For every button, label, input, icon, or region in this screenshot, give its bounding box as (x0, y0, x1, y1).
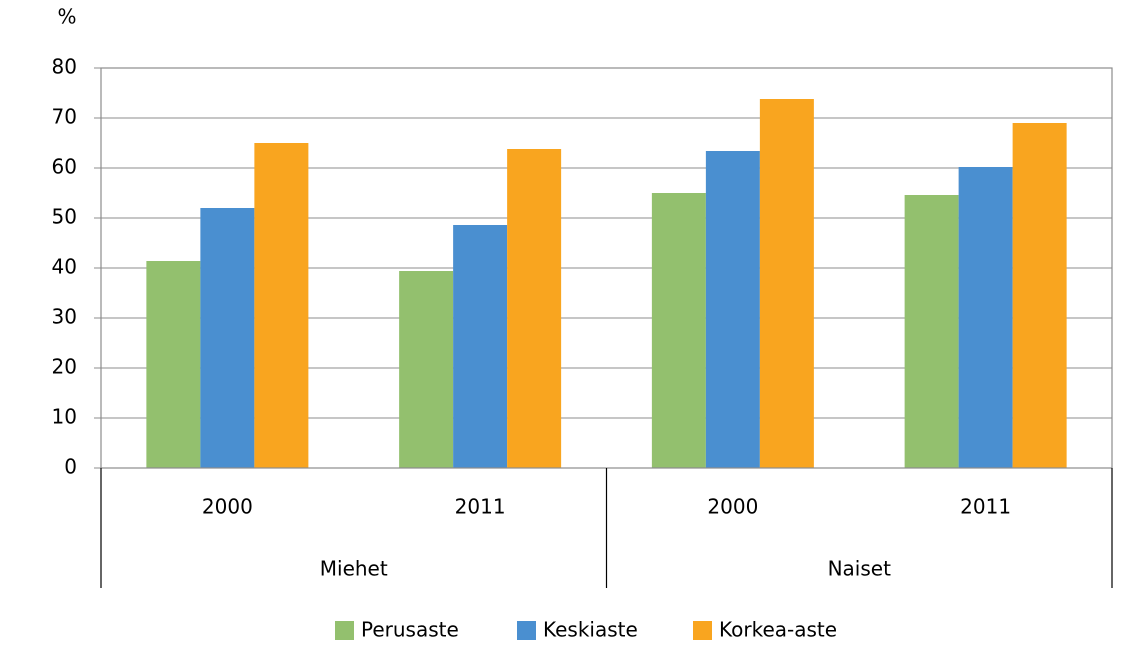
x-tick-label: 2000 (202, 495, 253, 519)
y-tick-label: 30 (52, 305, 77, 329)
bar (705, 151, 760, 468)
bar (146, 261, 201, 468)
bar (399, 271, 454, 468)
legend-swatch (693, 621, 712, 640)
bar (1012, 123, 1067, 468)
bar (958, 167, 1013, 468)
x-tick-label: 2011 (455, 495, 506, 519)
bar (759, 99, 814, 468)
y-tick-label: 50 (52, 205, 77, 229)
y-tick-label: 10 (52, 405, 77, 429)
y-tick-label: 20 (52, 355, 77, 379)
y-axis-label: % (57, 5, 76, 29)
y-tick-label: 80 (52, 55, 77, 79)
y-tick-label: 40 (52, 255, 77, 279)
bar (200, 208, 255, 468)
bar (651, 193, 706, 468)
group-label: Naiset (828, 557, 891, 581)
x-tick-label: 2011 (960, 495, 1011, 519)
group-label: Miehet (320, 557, 388, 581)
legend-label: Korkea-aste (719, 618, 837, 642)
bar (904, 195, 959, 468)
y-tick-label: 0 (64, 455, 77, 479)
bar (254, 143, 309, 468)
bar (507, 149, 562, 468)
bar (453, 225, 508, 468)
y-tick-label: 70 (52, 105, 77, 129)
legend-label: Keskiaste (543, 618, 638, 642)
x-tick-label: 2000 (707, 495, 758, 519)
legend-label: Perusaste (361, 618, 459, 642)
y-tick-label: 60 (52, 155, 77, 179)
legend-swatch (517, 621, 536, 640)
legend-swatch (335, 621, 354, 640)
